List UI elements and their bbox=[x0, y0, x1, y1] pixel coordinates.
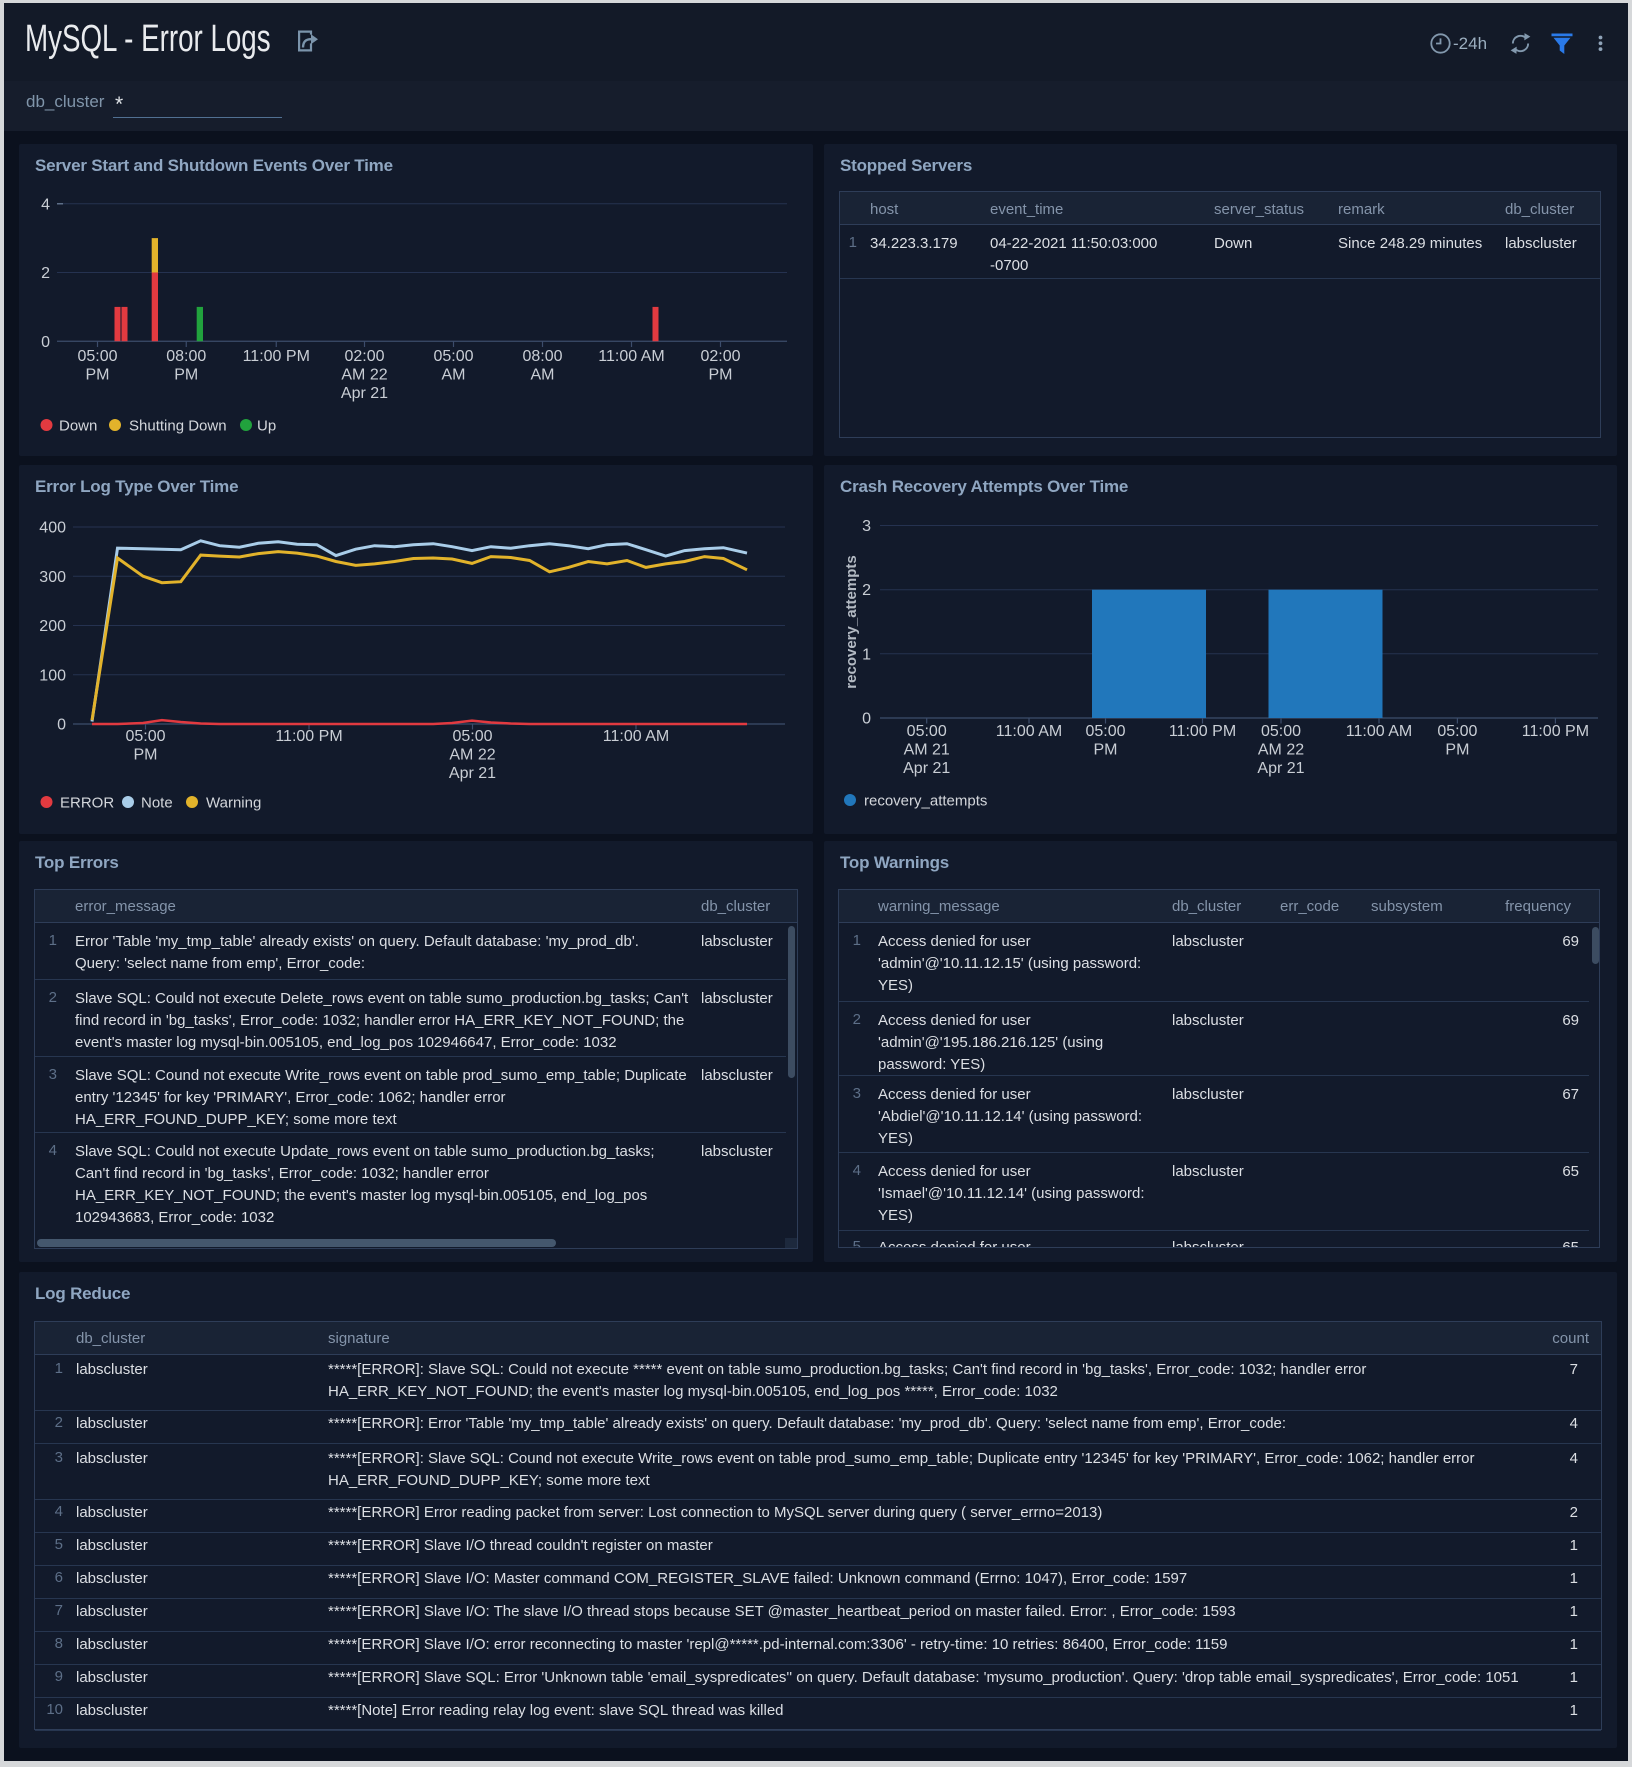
svg-text:Down: Down bbox=[59, 418, 97, 435]
svg-text:PM: PM bbox=[174, 367, 198, 384]
svg-text:11:00 AM: 11:00 AM bbox=[598, 348, 664, 365]
svg-text:05:00: 05:00 bbox=[125, 728, 165, 745]
svg-text:0: 0 bbox=[41, 334, 50, 351]
svg-text:05:00: 05:00 bbox=[1085, 723, 1125, 740]
svg-text:05:00: 05:00 bbox=[907, 723, 947, 740]
svg-text:recovery_attempts: recovery_attempts bbox=[864, 793, 987, 810]
svg-text:200: 200 bbox=[39, 618, 66, 635]
svg-text:100: 100 bbox=[39, 667, 66, 684]
svg-text:recovery_attempts: recovery_attempts bbox=[843, 555, 860, 688]
svg-text:2: 2 bbox=[41, 265, 50, 282]
svg-text:AM 22: AM 22 bbox=[341, 367, 387, 384]
svg-text:05:00: 05:00 bbox=[1437, 723, 1477, 740]
svg-text:PM: PM bbox=[709, 367, 733, 384]
svg-text:05:00: 05:00 bbox=[77, 348, 117, 365]
svg-text:Shutting Down: Shutting Down bbox=[129, 418, 227, 435]
svg-text:Apr 21: Apr 21 bbox=[449, 765, 496, 782]
svg-text:05:00: 05:00 bbox=[452, 728, 492, 745]
svg-text:4: 4 bbox=[41, 197, 50, 214]
svg-text:400: 400 bbox=[39, 520, 66, 537]
svg-text:11:00 AM: 11:00 AM bbox=[1346, 723, 1412, 740]
svg-text:11:00 PM: 11:00 PM bbox=[243, 348, 310, 365]
svg-text:Apr 21: Apr 21 bbox=[903, 760, 950, 777]
svg-text:02:00: 02:00 bbox=[344, 348, 384, 365]
svg-text:0: 0 bbox=[57, 717, 66, 734]
svg-text:PM: PM bbox=[1094, 742, 1118, 759]
svg-text:11:00 PM: 11:00 PM bbox=[1169, 723, 1236, 740]
svg-text:Note: Note bbox=[141, 795, 173, 812]
svg-text:AM 21: AM 21 bbox=[904, 742, 950, 759]
svg-text:AM: AM bbox=[442, 367, 466, 384]
svg-text:3: 3 bbox=[862, 518, 871, 535]
svg-text:08:00: 08:00 bbox=[166, 348, 206, 365]
svg-text:300: 300 bbox=[39, 569, 66, 586]
svg-text:PM: PM bbox=[134, 747, 158, 764]
svg-text:2: 2 bbox=[862, 582, 871, 599]
svg-text:PM: PM bbox=[86, 367, 110, 384]
svg-text:02:00: 02:00 bbox=[700, 348, 740, 365]
svg-text:Warning: Warning bbox=[206, 795, 261, 812]
svg-text:11:00 AM: 11:00 AM bbox=[996, 723, 1062, 740]
svg-text:08:00: 08:00 bbox=[522, 348, 562, 365]
svg-text:Apr 21: Apr 21 bbox=[341, 385, 388, 402]
svg-text:0: 0 bbox=[862, 711, 871, 728]
svg-text:11:00 PM: 11:00 PM bbox=[275, 728, 342, 745]
svg-text:ERROR: ERROR bbox=[60, 795, 114, 812]
svg-text:05:00: 05:00 bbox=[433, 348, 473, 365]
svg-text:1: 1 bbox=[862, 646, 871, 663]
svg-text:AM 22: AM 22 bbox=[449, 747, 495, 764]
svg-text:11:00 AM: 11:00 AM bbox=[603, 728, 669, 745]
svg-text:PM: PM bbox=[1445, 742, 1469, 759]
svg-text:11:00 PM: 11:00 PM bbox=[1522, 723, 1589, 740]
svg-text:Up: Up bbox=[257, 418, 276, 435]
svg-text:Apr 21: Apr 21 bbox=[1257, 760, 1304, 777]
svg-text:AM 22: AM 22 bbox=[1258, 742, 1304, 759]
svg-text:AM: AM bbox=[531, 367, 555, 384]
svg-text:05:00: 05:00 bbox=[1261, 723, 1301, 740]
